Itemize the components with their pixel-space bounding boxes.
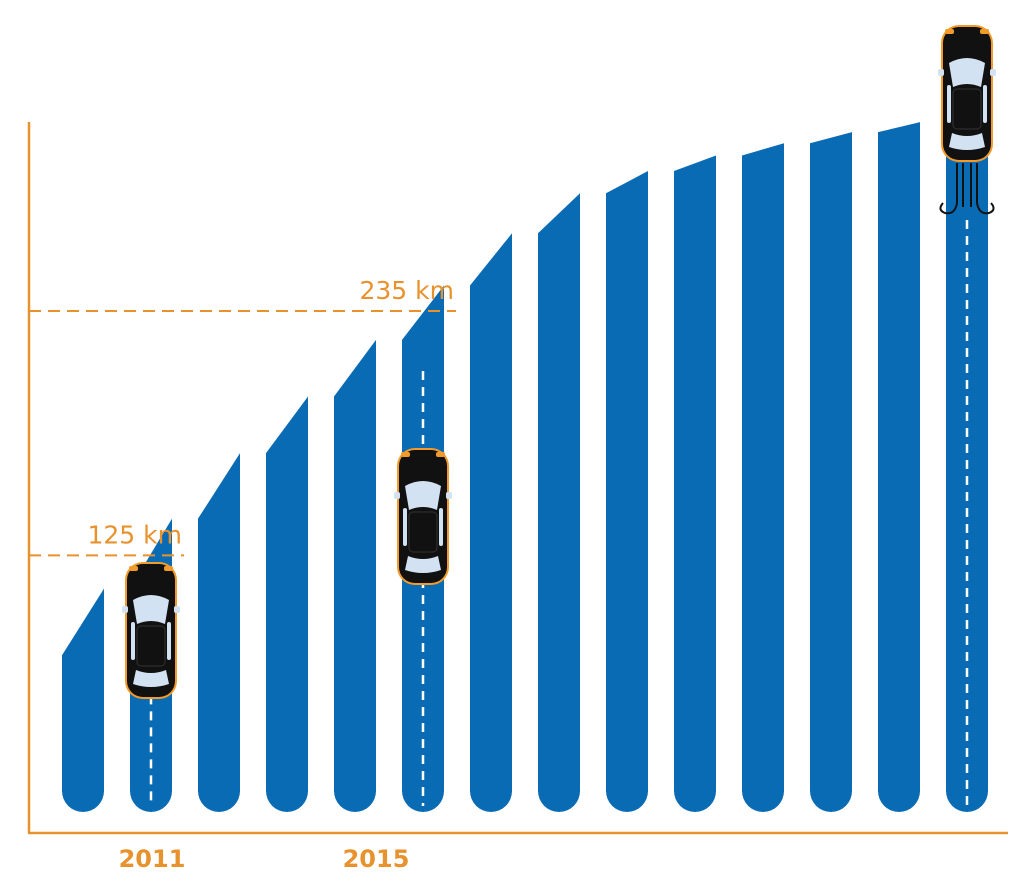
bar-2020: [674, 155, 716, 812]
cars-group: [122, 25, 996, 699]
x-tick-label-2015: 2015: [343, 845, 410, 873]
bar-2011: [62, 588, 104, 812]
bar-2018: [538, 193, 580, 813]
bar-2019: [606, 171, 648, 812]
car-icon-2012: [122, 562, 180, 699]
exhaust-trail-icon: [939, 163, 995, 215]
reference-label-125: 125 km: [88, 520, 183, 549]
lane-markings-group: [149, 220, 969, 806]
bar-2022: [810, 132, 852, 813]
reference-lines-group: 125 km 235 km: [29, 276, 456, 557]
x-tick-labels-group: 2011 2015: [119, 845, 410, 873]
bar-2017: [470, 233, 512, 813]
bar-2015: [334, 339, 376, 812]
bars-group: [62, 115, 988, 813]
bar-2014: [266, 396, 308, 812]
bar-2021: [742, 143, 784, 812]
x-tick-label-2011: 2011: [119, 845, 186, 873]
bar-2013: [198, 453, 240, 812]
car-icon-2016: [394, 448, 452, 585]
reference-label-235: 235 km: [360, 276, 455, 305]
car-icon-2024: [938, 25, 996, 215]
bar-2023: [878, 122, 920, 812]
